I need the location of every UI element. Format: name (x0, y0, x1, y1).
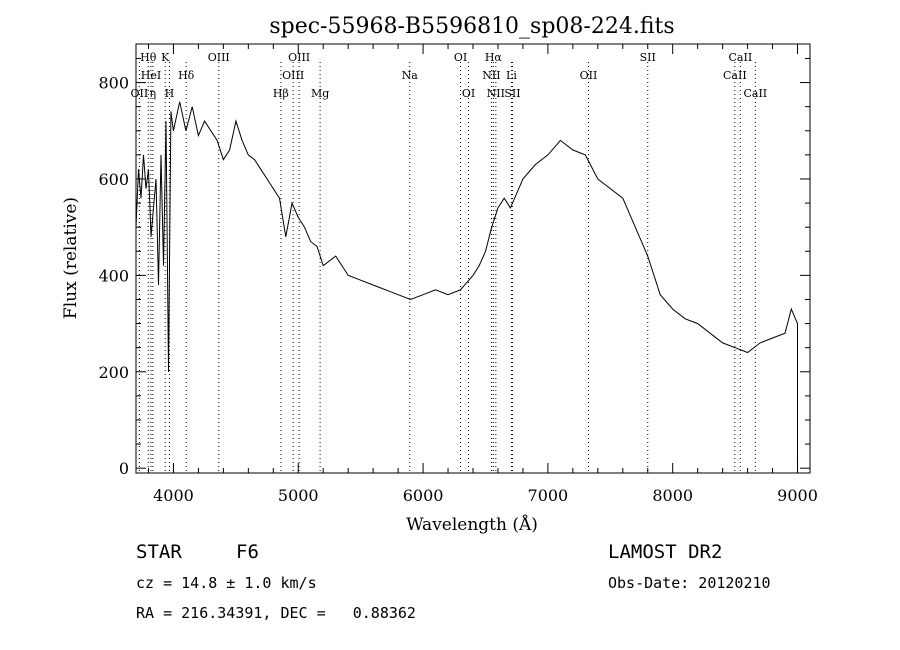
x-tick-label-7000: 7000 (528, 486, 569, 505)
observation-date: Obs-Date: 20120210 (608, 574, 771, 592)
line-label-9: OIII (282, 69, 304, 82)
sky-coordinates: RA = 216.34391, DEC = 0.88362 (136, 604, 416, 622)
y-tick-label-400: 400 (98, 266, 129, 285)
line-label-22: CaII (723, 69, 747, 82)
line-label-19: SII (504, 87, 520, 100)
line-label-2: HeI (141, 69, 161, 82)
y-tick-label-800: 800 (98, 74, 129, 93)
x-axis-label: Wavelength (Å) (406, 514, 538, 535)
chart-title: spec-55968-B5596810_sp08-224.fits (269, 14, 674, 39)
line-label-5: H (165, 87, 175, 100)
line-label-12: Na (402, 69, 419, 82)
x-tick-label-4000: 4000 (153, 486, 194, 505)
spectral-line-labels: Hθ OII HeI η K HHδ OIII Hβ OIII OIII Mg Na OI OI Hα NII… (131, 51, 768, 100)
y-tick-label-0: 0 (119, 459, 129, 478)
spectral-line-markers (138, 62, 756, 473)
line-label-10: OIII (288, 51, 310, 64)
object-subclass: F6 (236, 541, 259, 563)
spectrum-trace (135, 101, 798, 473)
line-label-13: OI (454, 51, 467, 64)
line-label-16: NII (482, 69, 500, 82)
y-tick-label-600: 600 (98, 170, 129, 189)
line-label-4: K (161, 51, 170, 64)
line-label-23: CaII (729, 51, 753, 64)
line-label-6: Hδ (178, 69, 195, 82)
x-tick-label-5000: 5000 (278, 486, 319, 505)
line-label-20: OII (580, 69, 598, 82)
object-class: STAR (136, 541, 182, 563)
x-tick-label-6000: 6000 (403, 486, 444, 505)
line-label-11: Mg (311, 87, 329, 100)
x-axis: 4000 5000 6000 7000 8000 9000 (147, 44, 818, 505)
y-axis: 0 200 400 600 800 (98, 57, 810, 478)
line-label-24: CaII (743, 87, 767, 100)
x-tick-label-8000: 8000 (652, 486, 693, 505)
line-label-0: Hθ (140, 51, 157, 64)
line-label-1: OII (131, 87, 149, 100)
line-label-3: η (150, 87, 157, 100)
survey-name: LAMOST DR2 (608, 541, 723, 563)
y-axis-label: Flux (relative) (61, 197, 81, 319)
line-label-15: Hα (485, 51, 503, 64)
line-label-18: Li (506, 69, 517, 82)
plot-frame (135, 43, 811, 474)
line-label-7: OIII (208, 51, 230, 64)
line-label-8: Hβ (273, 87, 289, 100)
x-tick-label-9000: 9000 (777, 486, 818, 505)
line-label-21: SII (640, 51, 656, 64)
radial-velocity: cz = 14.8 ± 1.0 km/s (136, 574, 317, 592)
line-label-14: OI (462, 87, 475, 100)
y-tick-label-200: 200 (98, 363, 129, 382)
line-label-17: NII (487, 87, 505, 100)
